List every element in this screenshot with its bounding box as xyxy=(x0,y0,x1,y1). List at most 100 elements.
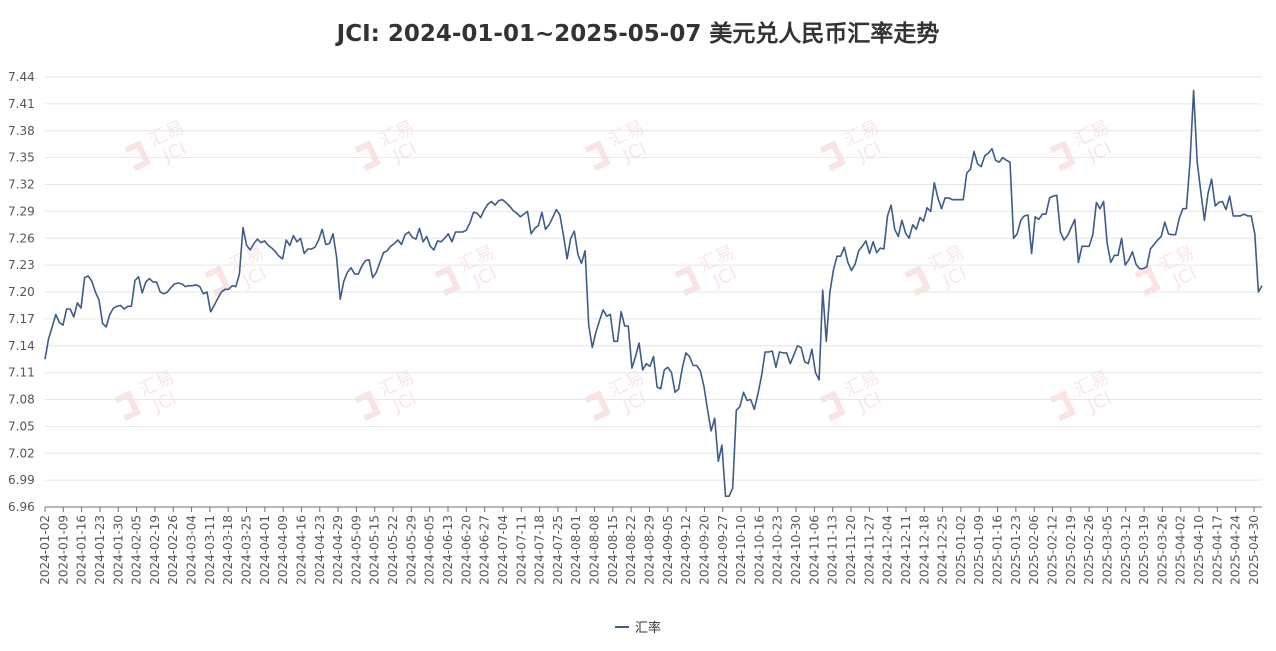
y-tick-label: 6.99 xyxy=(8,473,35,487)
watermark-hook-icon xyxy=(674,265,701,297)
y-tick-label: 7.26 xyxy=(8,231,35,245)
watermark-hook-icon xyxy=(904,265,931,297)
x-tick-label: 2024-12-11 xyxy=(899,515,913,585)
x-tick-label: 2024-05-15 xyxy=(368,515,382,585)
x-tick-label: 2025-01-23 xyxy=(1009,515,1023,585)
y-tick-label: 7.20 xyxy=(8,285,35,299)
watermark-hook-icon xyxy=(819,390,846,422)
x-tick-label: 2024-02-05 xyxy=(130,515,144,585)
x-tick-label: 2025-03-12 xyxy=(1119,515,1133,585)
x-tick-label: 2024-04-16 xyxy=(294,515,308,585)
watermark-hook-icon xyxy=(584,390,611,422)
x-tick-label: 2024-08-29 xyxy=(643,515,657,585)
watermark-hook-icon xyxy=(1049,140,1076,172)
x-tick-label: 2024-12-04 xyxy=(881,515,895,585)
x-tick-label: 2024-03-25 xyxy=(240,515,254,585)
x-tick-label: 2024-08-15 xyxy=(606,515,620,585)
y-tick-label: 7.14 xyxy=(8,339,35,353)
y-tick-label: 7.17 xyxy=(8,312,35,326)
y-tick-label: 7.08 xyxy=(8,393,35,407)
x-tick-label: 2025-02-12 xyxy=(1046,515,1060,585)
x-tick-label: 2024-03-04 xyxy=(185,515,199,585)
x-tick-label: 2024-03-11 xyxy=(203,515,217,585)
x-tick-label: 2025-04-17 xyxy=(1210,515,1224,585)
x-tick-label: 2024-04-29 xyxy=(331,515,345,585)
x-tick-label: 2024-04-01 xyxy=(258,515,272,585)
x-tick-label: 2025-04-02 xyxy=(1174,515,1188,585)
watermark-hook-icon xyxy=(354,390,381,422)
watermark-hook-icon xyxy=(204,265,231,297)
watermark-hook-icon xyxy=(584,140,611,172)
legend-label: 汇率 xyxy=(634,621,661,636)
x-tick-label: 2024-08-22 xyxy=(624,515,638,585)
x-tick-label: 2024-01-02 xyxy=(38,515,52,585)
y-tick-label: 6.96 xyxy=(8,500,35,514)
x-tick-label: 2024-12-25 xyxy=(936,515,950,585)
x-tick-label: 2024-09-27 xyxy=(716,515,730,585)
y-tick-label: 7.02 xyxy=(8,446,35,460)
x-tick-label: 2024-07-04 xyxy=(496,515,510,585)
x-tick-label: 2024-11-20 xyxy=(844,515,858,585)
x-tick-label: 2024-01-09 xyxy=(56,515,70,585)
x-tick-label: 2024-09-20 xyxy=(697,515,711,585)
x-tick-label: 2024-07-18 xyxy=(533,515,547,585)
x-tick-label: 2025-04-10 xyxy=(1192,515,1206,585)
y-tick-label: 7.05 xyxy=(8,419,35,433)
watermark-hook-icon xyxy=(434,265,461,297)
x-tick-label: 2024-07-11 xyxy=(514,515,528,585)
x-tick-label: 2025-02-26 xyxy=(1082,515,1096,585)
watermark-hook-icon xyxy=(354,140,381,172)
x-tick-label: 2025-01-09 xyxy=(972,515,986,585)
x-tick-label: 2024-01-30 xyxy=(111,515,125,585)
x-tick-label: 2025-01-02 xyxy=(954,515,968,585)
x-tick-label: 2024-06-20 xyxy=(459,515,473,585)
x-tick-label: 2024-05-22 xyxy=(386,515,400,585)
chart-title: JCI: 2024-01-01~2025-05-07 美元兑人民币汇率走势 xyxy=(336,21,940,47)
y-tick-label: 7.44 xyxy=(8,70,35,84)
legend[interactable]: 汇率 xyxy=(0,617,1276,636)
x-tick-label: 2024-06-13 xyxy=(441,515,455,585)
x-tick-label: 2024-10-10 xyxy=(734,515,748,585)
x-tick-label: 2024-11-13 xyxy=(826,515,840,585)
y-tick-label: 7.23 xyxy=(8,258,35,272)
x-tick-label: 2024-06-27 xyxy=(478,515,492,585)
x-tick-label: 2025-01-16 xyxy=(991,515,1005,585)
x-tick-label: 2024-03-18 xyxy=(221,515,235,585)
x-tick-label: 2024-07-25 xyxy=(551,515,565,585)
x-tick-label: 2025-02-19 xyxy=(1064,515,1078,585)
watermark-hook-icon xyxy=(819,140,846,172)
x-tick-label: 2024-06-05 xyxy=(423,515,437,585)
x-tick-label: 2024-09-12 xyxy=(679,515,693,585)
x-tick-label: 2024-10-23 xyxy=(771,515,785,585)
x-tick-label: 2025-04-24 xyxy=(1229,515,1243,585)
y-axis-ticks: 6.96 6.99 7.02 7.05 7.08 7.11 7.14 7.17 7.20 7.23… xyxy=(8,70,35,514)
x-tick-label: 2024-04-23 xyxy=(313,515,327,585)
x-tick-label: 2024-11-27 xyxy=(862,515,876,585)
x-tick-label: 2024-08-01 xyxy=(569,515,583,585)
y-tick-label: 7.41 xyxy=(8,97,35,111)
x-tick-label: 2024-02-19 xyxy=(148,515,162,585)
x-tick-label: 2024-05-09 xyxy=(349,515,363,585)
x-tick-label: 2024-05-29 xyxy=(404,515,418,585)
y-tick-label: 7.32 xyxy=(8,178,35,192)
x-tick-label: 2024-01-23 xyxy=(93,515,107,585)
y-grid xyxy=(45,76,1262,481)
watermark-hook-icon xyxy=(1049,390,1076,422)
y-tick-label: 7.29 xyxy=(8,204,35,218)
y-tick-label: 7.35 xyxy=(8,151,35,165)
watermark-hook-icon xyxy=(114,390,141,422)
series-line-exchange-rate xyxy=(44,89,1263,497)
